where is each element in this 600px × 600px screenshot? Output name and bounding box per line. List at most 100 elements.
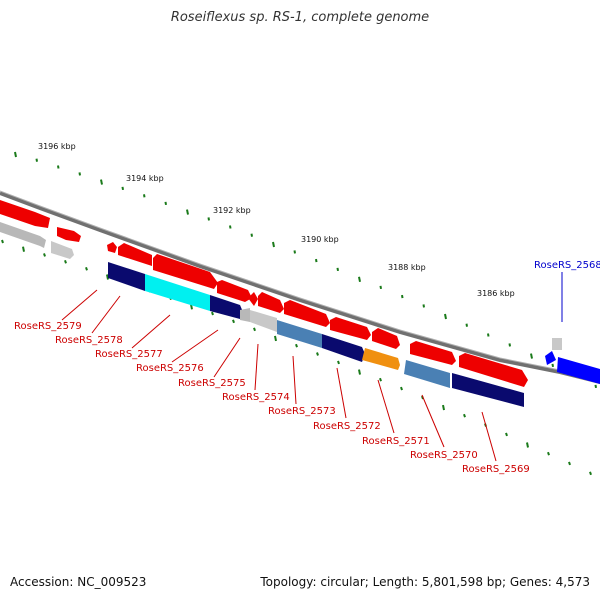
inner-tick [358,369,361,375]
gene-label[interactable]: RoseRS_2568 [534,260,600,271]
inner-tick [85,267,88,271]
feature-red-4[interactable] [217,280,252,302]
inner-tick [64,260,67,264]
feature-steel-1[interactable] [277,320,322,348]
feature-red-2[interactable] [118,243,152,266]
outer-tick [315,258,318,263]
gene-label[interactable]: RoseRS_2577 [95,349,163,360]
inner-tick-ring [1,239,592,476]
gene-label[interactable]: RoseRS_2574 [222,392,290,403]
feature-gray-partial-1[interactable] [0,222,46,248]
outer-tick [379,285,382,290]
outer-tick [465,323,468,327]
feature-red-11[interactable] [459,353,528,387]
outer-tick [401,294,404,299]
gene-label[interactable]: RoseRS_2576 [136,363,204,374]
genome-backbone-highlight [0,190,600,381]
feature-blue-large[interactable] [557,357,600,384]
scale-labels: 3196 kbp 3194 kbp 3192 kbp 3190 kbp 3188 kbp… [38,142,515,298]
outer-tick [293,250,296,254]
inner-tick [505,432,508,437]
inner-tick [211,311,214,316]
gene-leader-line [421,394,445,448]
feature-navy-2[interactable] [210,295,243,319]
gene-label[interactable]: RoseRS_2573 [268,406,336,417]
outer-tick [207,217,210,221]
feature-gray-2[interactable] [240,308,250,322]
feature-red-3[interactable] [153,254,218,289]
feature-red-10[interactable] [410,341,456,365]
outer-tick [336,267,339,272]
feature-red-9[interactable] [372,328,400,349]
feature-navy-1[interactable] [108,262,145,291]
feature-red-small[interactable] [57,227,81,242]
scale-label: 3192 kbp [213,206,251,215]
inner-tick [1,239,4,244]
gene-label[interactable]: RoseRS_2575 [178,378,246,389]
gene-leader-line [254,343,259,391]
outer-tick [508,343,511,347]
feature-gray-right[interactable] [552,338,562,350]
inner-tick [43,253,46,257]
inner-tick [316,352,319,356]
gene-leader-line [61,289,98,321]
outer-tick [57,165,60,169]
gene-label[interactable]: RoseRS_2572 [313,421,381,432]
feature-red-5[interactable] [248,292,258,306]
map-title: Roseiflexus sp. RS-1, complete genome [170,10,430,25]
gene-label[interactable]: RoseRS_2579 [14,321,82,332]
outer-tick [35,158,38,162]
inner-tick [589,471,592,476]
gene-label[interactable]: RoseRS_2571 [362,436,430,447]
outer-tick [487,333,490,337]
gene-leader-line [336,367,347,419]
outer-tick [186,209,189,215]
gene-label[interactable]: RoseRS_2570 [410,450,478,461]
gene-leader-line [131,314,171,349]
gene-leader-line [213,337,241,378]
feature-red-7[interactable] [284,300,330,327]
outer-tick [272,241,275,248]
outer-tick [14,151,17,158]
outer-tick [121,186,124,191]
feature-orange-1[interactable] [362,348,400,370]
feature-steel-2[interactable] [404,360,450,388]
gene-label[interactable]: RoseRS_2578 [55,335,123,346]
inner-tick [442,404,445,411]
feature-red-1[interactable] [107,242,117,253]
outer-tick [164,201,167,206]
outer-tick [250,233,253,237]
feature-red-8[interactable] [330,317,371,340]
gene-leader-line [91,295,121,334]
inner-tick [379,377,382,382]
outer-tick [143,194,146,198]
feature-blue-small[interactable] [545,351,556,365]
feature-red-6[interactable] [258,292,284,313]
scale-label: 3190 kbp [301,235,339,244]
scale-label: 3196 kbp [38,142,76,151]
scale-label: 3188 kbp [388,263,426,272]
gene-labels: RoseRS_2579 RoseRS_2578 RoseRS_2577 RoseRS_… [14,260,600,475]
genome-backbone [0,191,600,384]
inner-tick [274,335,277,342]
gene-leader-line [292,355,297,405]
outer-tick [358,276,361,282]
feature-navy-4[interactable] [452,373,524,407]
inner-tick [232,319,235,324]
inner-tick [526,442,529,448]
feature-navy-3[interactable] [322,334,365,362]
gene-leader-line [481,411,497,462]
inner-tick [295,343,298,348]
feature-gray-3[interactable] [250,310,277,332]
feature-red-partial-1[interactable] [0,200,50,228]
scale-label: 3194 kbp [126,174,164,183]
inner-tick [22,246,25,252]
feature-cyan-1[interactable] [145,274,210,311]
feature-gray-small[interactable] [51,241,74,259]
gene-label[interactable]: RoseRS_2569 [462,464,530,475]
outer-tick [78,172,81,176]
accession-label: Accession: NC_009523 [10,575,147,589]
gene-leader-line [171,329,219,363]
inner-tick [400,386,403,391]
